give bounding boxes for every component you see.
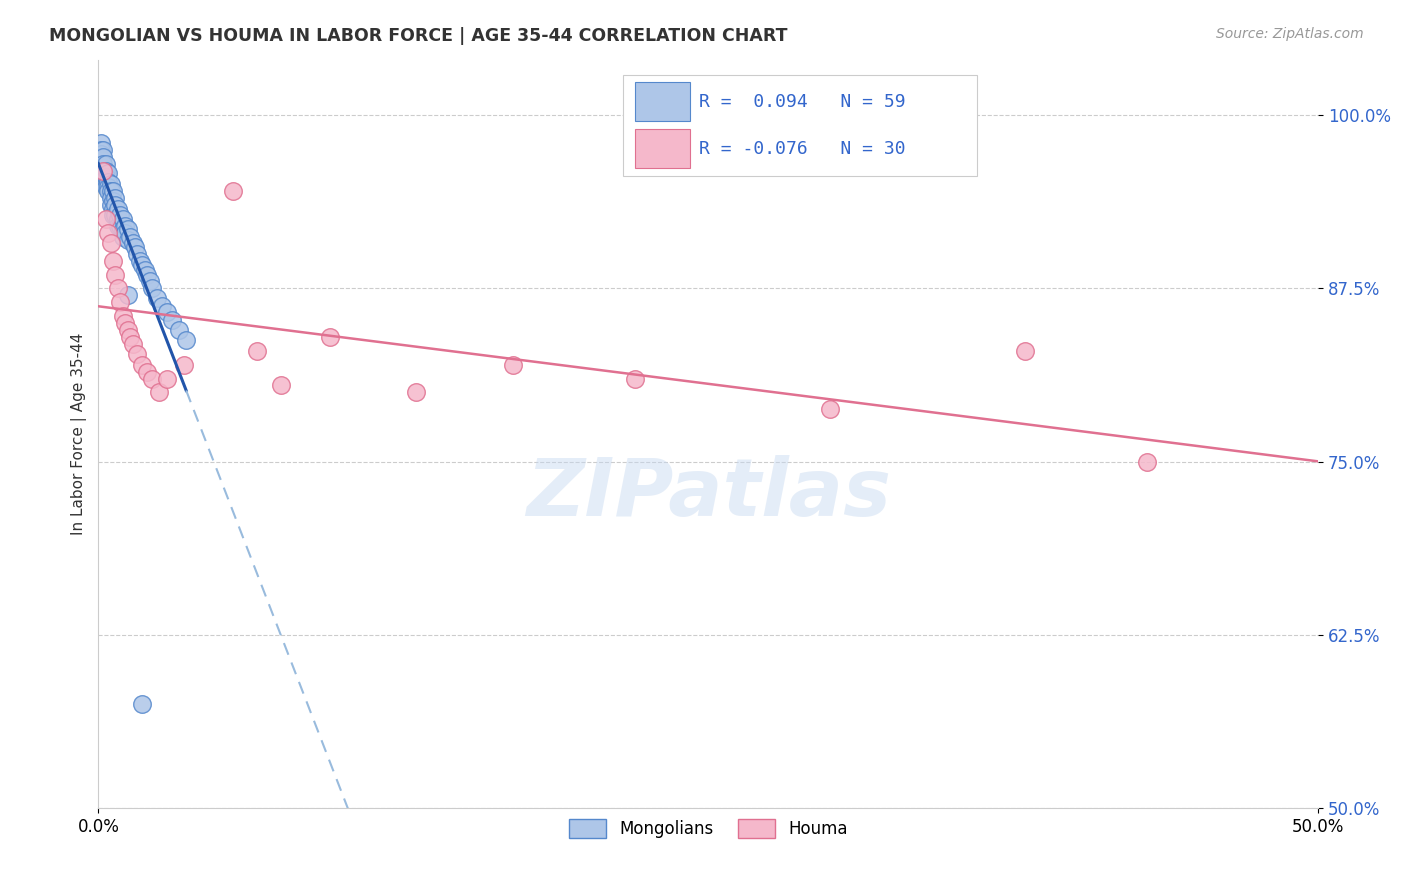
- Point: [114, 226, 136, 240]
- Point: [94, 156, 117, 170]
- Point: [107, 281, 129, 295]
- Point: [136, 365, 159, 379]
- Point: [100, 178, 122, 192]
- Point: [107, 219, 129, 233]
- Point: [100, 185, 122, 199]
- Point: [131, 358, 153, 372]
- Point: [101, 253, 124, 268]
- Point: [111, 221, 134, 235]
- Point: [134, 263, 156, 277]
- Point: [173, 358, 195, 372]
- Point: [104, 198, 127, 212]
- Point: [127, 246, 149, 260]
- Point: [114, 219, 136, 233]
- Point: [138, 275, 160, 289]
- Text: R = -0.076   N = 30: R = -0.076 N = 30: [699, 140, 905, 158]
- Point: [117, 323, 139, 337]
- Point: [146, 291, 169, 305]
- Point: [156, 371, 179, 385]
- Point: [124, 240, 146, 254]
- Legend: Mongolians, Houma: Mongolians, Houma: [562, 813, 855, 845]
- Point: [107, 212, 129, 227]
- Point: [101, 202, 124, 217]
- Point: [148, 385, 170, 400]
- Point: [97, 166, 120, 180]
- Point: [167, 323, 190, 337]
- Point: [117, 221, 139, 235]
- Point: [94, 212, 117, 227]
- FancyBboxPatch shape: [636, 82, 690, 121]
- Point: [90, 136, 112, 150]
- Text: Source: ZipAtlas.com: Source: ZipAtlas.com: [1216, 27, 1364, 41]
- Point: [107, 202, 129, 217]
- Point: [1136, 455, 1159, 469]
- Point: [91, 143, 114, 157]
- Point: [101, 208, 124, 222]
- Point: [150, 300, 173, 314]
- Point: [104, 268, 127, 282]
- Point: [221, 185, 243, 199]
- Point: [110, 295, 132, 310]
- Point: [1014, 343, 1036, 358]
- Point: [174, 333, 197, 347]
- Point: [246, 343, 269, 358]
- Point: [100, 191, 122, 205]
- Point: [270, 378, 292, 392]
- Point: [121, 337, 143, 351]
- Point: [131, 698, 153, 712]
- Point: [101, 185, 124, 199]
- Point: [141, 281, 163, 295]
- Point: [91, 163, 114, 178]
- Point: [136, 268, 159, 282]
- Text: ZIPatlas: ZIPatlas: [526, 455, 891, 533]
- Point: [91, 156, 114, 170]
- Point: [141, 371, 163, 385]
- Point: [101, 194, 124, 208]
- Point: [91, 150, 114, 164]
- Point: [90, 147, 112, 161]
- Point: [127, 346, 149, 360]
- FancyBboxPatch shape: [636, 129, 690, 169]
- Point: [117, 233, 139, 247]
- Point: [94, 178, 117, 192]
- Point: [104, 208, 127, 222]
- Point: [91, 163, 114, 178]
- Point: [90, 143, 112, 157]
- Point: [624, 371, 647, 385]
- Point: [128, 253, 150, 268]
- Point: [114, 316, 136, 330]
- Point: [91, 170, 114, 185]
- Text: MONGOLIAN VS HOUMA IN LABOR FORCE | AGE 35-44 CORRELATION CHART: MONGOLIAN VS HOUMA IN LABOR FORCE | AGE …: [49, 27, 787, 45]
- Point: [110, 219, 132, 233]
- Point: [97, 175, 120, 189]
- Point: [111, 230, 134, 244]
- Point: [100, 235, 122, 250]
- Point: [156, 305, 179, 319]
- Point: [97, 226, 120, 240]
- Text: R =  0.094   N = 59: R = 0.094 N = 59: [699, 93, 905, 111]
- Point: [104, 191, 127, 205]
- Point: [111, 309, 134, 323]
- Point: [131, 258, 153, 272]
- Point: [117, 288, 139, 302]
- Y-axis label: In Labor Force | Age 35-44: In Labor Force | Age 35-44: [72, 333, 87, 535]
- Point: [120, 230, 142, 244]
- Point: [94, 170, 117, 185]
- Point: [121, 235, 143, 250]
- Point: [90, 153, 112, 167]
- Point: [120, 330, 142, 344]
- Point: [97, 180, 120, 194]
- Point: [160, 313, 183, 327]
- Point: [502, 358, 524, 372]
- FancyBboxPatch shape: [623, 75, 977, 176]
- Point: [111, 212, 134, 227]
- Point: [405, 385, 427, 400]
- Point: [110, 208, 132, 222]
- Point: [319, 330, 342, 344]
- Point: [94, 163, 117, 178]
- Point: [100, 198, 122, 212]
- Point: [820, 402, 842, 417]
- Point: [94, 180, 117, 194]
- Point: [97, 185, 120, 199]
